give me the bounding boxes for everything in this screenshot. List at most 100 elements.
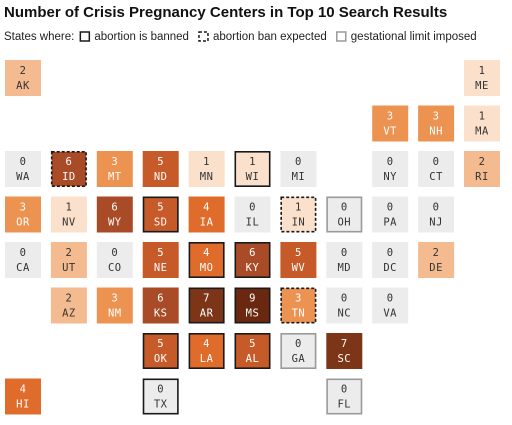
tile-value: 2 bbox=[479, 156, 486, 168]
tile bbox=[418, 105, 455, 142]
tile-code: ND bbox=[154, 171, 168, 183]
tile-code: CT bbox=[429, 171, 443, 183]
tile-code: OK bbox=[154, 353, 168, 365]
state-tile: 2 UT bbox=[50, 242, 87, 278]
tile-code: ME bbox=[475, 80, 489, 92]
state-tile: 0 CT bbox=[418, 151, 455, 187]
tile-value: 0 bbox=[341, 384, 348, 396]
state-tile: 5 ND bbox=[142, 151, 179, 187]
legend-swatch bbox=[198, 31, 209, 42]
tile bbox=[188, 242, 225, 279]
tile-value: 0 bbox=[20, 156, 27, 168]
tile-value: 4 bbox=[20, 384, 27, 396]
tile-value: 5 bbox=[157, 156, 164, 168]
tile bbox=[188, 196, 225, 233]
tile-code: MI bbox=[292, 171, 306, 183]
tile-value: 9 bbox=[249, 293, 256, 305]
tile bbox=[142, 151, 179, 187]
tile-value: 6 bbox=[249, 247, 256, 259]
tile bbox=[326, 196, 363, 233]
state-tile: 0 CA bbox=[5, 242, 41, 278]
tile-value: 2 bbox=[65, 293, 72, 305]
tile-value: 0 bbox=[295, 338, 302, 350]
tile-code: TN bbox=[292, 308, 306, 320]
tile-code: WY bbox=[108, 217, 122, 229]
state-tile: 6 KS bbox=[142, 287, 179, 324]
tile bbox=[326, 242, 363, 278]
state-tile: 6 ID bbox=[50, 151, 87, 188]
tile bbox=[188, 287, 225, 324]
state-tile: 9 MS bbox=[234, 287, 271, 324]
tile-value: 2 bbox=[65, 247, 72, 259]
state-tile: 6 WY bbox=[96, 196, 133, 233]
tile-code: OH bbox=[337, 217, 351, 229]
tile bbox=[96, 242, 133, 278]
tile-value: 5 bbox=[157, 338, 164, 350]
tile-code: MN bbox=[200, 171, 214, 183]
tile-value: 1 bbox=[65, 202, 72, 214]
tile-value: 3 bbox=[20, 202, 27, 214]
tile-code: MD bbox=[337, 262, 351, 274]
tile-value: 5 bbox=[157, 202, 164, 214]
tile bbox=[280, 332, 317, 369]
tile-value: 4 bbox=[203, 202, 210, 214]
tile bbox=[326, 287, 363, 324]
tile-code: PA bbox=[383, 217, 397, 229]
tile bbox=[372, 151, 409, 187]
state-tile: 7 AR bbox=[188, 287, 225, 324]
tile-code: NM bbox=[108, 308, 122, 320]
state-tile: 4 HI bbox=[5, 378, 41, 415]
tile-value: 1 bbox=[249, 156, 256, 168]
tile-value: 3 bbox=[111, 293, 118, 305]
tile-code: FL bbox=[337, 399, 351, 411]
tile-value: 7 bbox=[203, 293, 210, 305]
tile bbox=[234, 332, 271, 369]
state-tile: 5 OK bbox=[142, 332, 179, 369]
tile-value: 6 bbox=[157, 293, 164, 305]
tile-code: LA bbox=[200, 353, 214, 365]
tile-value: 0 bbox=[341, 202, 348, 214]
tile-value: 0 bbox=[433, 202, 440, 214]
tile-code: WV bbox=[292, 262, 306, 274]
tile bbox=[234, 196, 271, 233]
tile-code: AK bbox=[16, 80, 30, 92]
tile bbox=[418, 151, 455, 187]
legend-title: States where: bbox=[4, 31, 74, 43]
state-tile: 0 IL bbox=[234, 196, 271, 233]
tile bbox=[50, 151, 87, 188]
state-tile: 2 RI bbox=[464, 151, 500, 187]
tile-value: 4 bbox=[203, 338, 210, 350]
tile-value: 6 bbox=[65, 156, 72, 168]
state-tile: 0 MD bbox=[326, 242, 363, 278]
tile-value: 5 bbox=[157, 247, 164, 259]
tile bbox=[142, 196, 179, 233]
state-tile: 1 ME bbox=[464, 60, 500, 96]
tile-code: MO bbox=[200, 262, 214, 274]
state-tile: 6 KY bbox=[234, 242, 271, 279]
tile bbox=[280, 242, 317, 278]
tile-code: DE bbox=[429, 262, 443, 274]
tile-code: AR bbox=[200, 308, 214, 320]
tile-value: 0 bbox=[20, 247, 27, 259]
state-tile: 0 OH bbox=[326, 196, 363, 233]
tile-value: 0 bbox=[341, 293, 348, 305]
tile-code: WA bbox=[16, 171, 30, 183]
tile-value: 2 bbox=[433, 247, 440, 259]
tile bbox=[280, 151, 317, 187]
tile-code: DC bbox=[383, 262, 397, 274]
tile-value: 3 bbox=[295, 293, 302, 305]
tile-code: NY bbox=[383, 171, 397, 183]
state-tile: 0 GA bbox=[280, 332, 317, 369]
tile-value: 0 bbox=[295, 156, 302, 168]
tile bbox=[372, 196, 409, 233]
state-tile: 0 NY bbox=[372, 151, 409, 187]
tile-code: SD bbox=[154, 217, 168, 229]
state-tile: 2 DE bbox=[418, 242, 455, 278]
legend-label: abortion ban expected bbox=[213, 31, 327, 43]
legend-label: gestational limit imposed bbox=[351, 31, 477, 43]
state-tile: 0 NJ bbox=[418, 196, 455, 233]
tile-value: 4 bbox=[203, 247, 210, 259]
tile-code: NH bbox=[429, 126, 443, 138]
tile-code: ID bbox=[62, 171, 76, 183]
state-tile: 0 MI bbox=[280, 151, 317, 187]
